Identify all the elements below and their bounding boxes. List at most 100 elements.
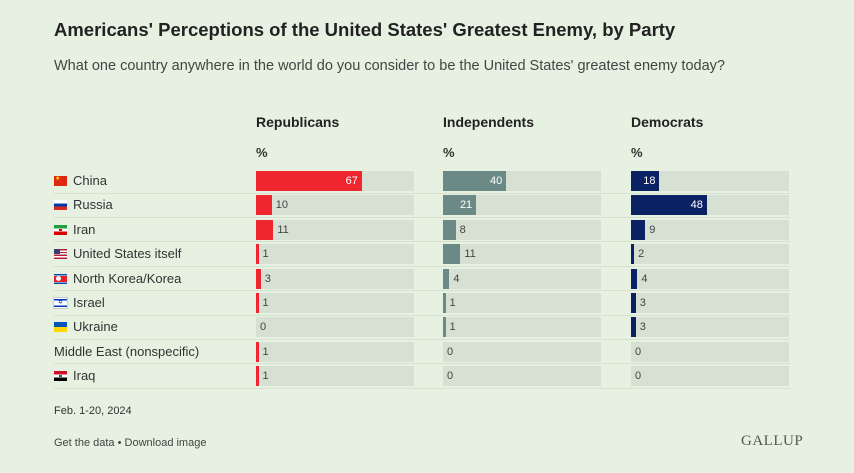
bar-independents-3 — [443, 244, 461, 265]
data-label: 21 — [459, 199, 473, 212]
row-label-3: United States itself — [54, 244, 181, 264]
category-label: Iran — [73, 221, 96, 237]
download-image-link[interactable]: Download image — [124, 437, 207, 449]
bar-track: 3 — [631, 317, 789, 338]
row-separator — [54, 314, 790, 316]
bar-track: 3 — [631, 293, 789, 313]
column-header-independents: Independents — [443, 114, 535, 130]
bar-track: 4 — [631, 268, 789, 289]
bar-republicans-4 — [256, 268, 261, 289]
bar-track: 9 — [631, 219, 789, 240]
category-label: North Korea/Korea — [73, 270, 182, 286]
bar-republicans-5 — [256, 293, 259, 313]
percent-label: % — [631, 145, 643, 160]
chart-title: Americans' Perceptions of the United Sta… — [54, 19, 676, 40]
bar-track: 1 — [443, 293, 601, 313]
data-label: 1 — [449, 321, 456, 334]
category-label: Israel — [73, 295, 105, 310]
row-label-8: Iraq — [54, 366, 95, 386]
bar-independents-0 — [443, 171, 507, 191]
russia-flag-icon — [54, 200, 67, 211]
row-separator — [54, 387, 790, 389]
bar-track: 18 — [631, 171, 789, 191]
bar-republicans-7 — [256, 341, 259, 362]
row-separator — [54, 265, 790, 267]
percent-label: % — [256, 145, 268, 160]
row-label-4: North Korea/Korea — [54, 269, 181, 289]
data-label: 1 — [262, 370, 269, 383]
bar-track: 0 — [443, 366, 601, 387]
row-separator — [54, 192, 790, 194]
row-label-6: Ukraine — [54, 317, 118, 337]
bar-republicans-8 — [256, 366, 259, 387]
percent-label: % — [443, 145, 455, 160]
row-separator — [54, 290, 790, 292]
iran-flag-icon — [54, 224, 67, 235]
get-data-link[interactable]: Get the data — [54, 437, 115, 449]
bar-democrats-1 — [631, 195, 707, 216]
category-label: Middle East (nonspecific) — [54, 343, 200, 359]
bar-track: 48 — [631, 195, 789, 216]
us-flag-icon — [54, 249, 67, 260]
row-label-1: Russia — [54, 195, 113, 215]
data-label: 11 — [464, 248, 476, 261]
bar-track: 10 — [256, 195, 414, 216]
chart-subtitle: What one country anywhere in the world d… — [54, 58, 725, 74]
bar-track: 0 — [631, 366, 789, 387]
data-label: 0 — [447, 345, 454, 358]
data-label: 3 — [639, 297, 646, 309]
bar-independents-5 — [443, 293, 446, 313]
ukraine-flag-icon — [54, 322, 67, 333]
link-separator: • — [114, 437, 125, 449]
row-separator — [54, 241, 790, 243]
row-label-0: ★ China — [54, 171, 107, 191]
column-header-democrats: Democrats — [631, 114, 704, 130]
bar-track: 0 — [256, 317, 414, 338]
israel-flag-icon: ✡ — [53, 297, 68, 309]
footer-links: Get the data • Download image — [54, 437, 206, 449]
bar-independents-6 — [443, 317, 446, 338]
china-flag-icon: ★ — [54, 176, 67, 186]
row-separator — [54, 216, 790, 218]
bar-track: 40 — [443, 171, 601, 191]
bar-track: 67 — [256, 171, 414, 191]
data-label: 2 — [638, 248, 645, 261]
row-label-7: Middle East (nonspecific) — [54, 342, 199, 362]
data-label: 0 — [635, 370, 642, 383]
bar-track: 1 — [256, 244, 414, 265]
data-label: 1 — [262, 248, 269, 261]
column-header-republicans: Republicans — [256, 114, 340, 130]
bar-independents-2 — [443, 219, 456, 240]
bar-track: 2 — [631, 244, 789, 265]
bar-track: 11 — [256, 219, 414, 240]
bar-republicans-0 — [256, 171, 362, 191]
bar-track: 1 — [443, 317, 601, 338]
data-label: 0 — [447, 370, 454, 383]
bar-track: 3 — [256, 268, 414, 289]
bar-democrats-5 — [631, 293, 636, 313]
data-label: 1 — [262, 345, 269, 358]
bar-track: 8 — [443, 219, 601, 240]
bar-independents-1 — [443, 195, 477, 216]
data-label: 4 — [641, 272, 648, 285]
bar-track: 21 — [443, 195, 601, 216]
data-label: 8 — [459, 223, 466, 236]
category-label: Russia — [73, 197, 113, 213]
data-label: 3 — [264, 272, 271, 285]
category-label: China — [73, 173, 107, 188]
data-label: 67 — [345, 175, 358, 187]
bar-track: 1 — [256, 341, 414, 362]
data-label: 40 — [489, 175, 503, 187]
category-label: Ukraine — [73, 319, 118, 335]
category-label: Iraq — [73, 368, 96, 384]
row-label-5: ✡ Israel — [53, 293, 105, 313]
bar-democrats-3 — [631, 244, 635, 265]
bar-democrats-6 — [631, 317, 636, 338]
data-label: 10 — [275, 199, 289, 212]
bar-republicans-3 — [256, 244, 259, 265]
iraq-flag-icon — [54, 371, 67, 382]
data-label: 48 — [690, 199, 703, 212]
bar-democrats-2 — [631, 219, 646, 240]
gallup-logo: GALLUP — [741, 433, 804, 449]
bar-track: 1 — [256, 366, 414, 387]
